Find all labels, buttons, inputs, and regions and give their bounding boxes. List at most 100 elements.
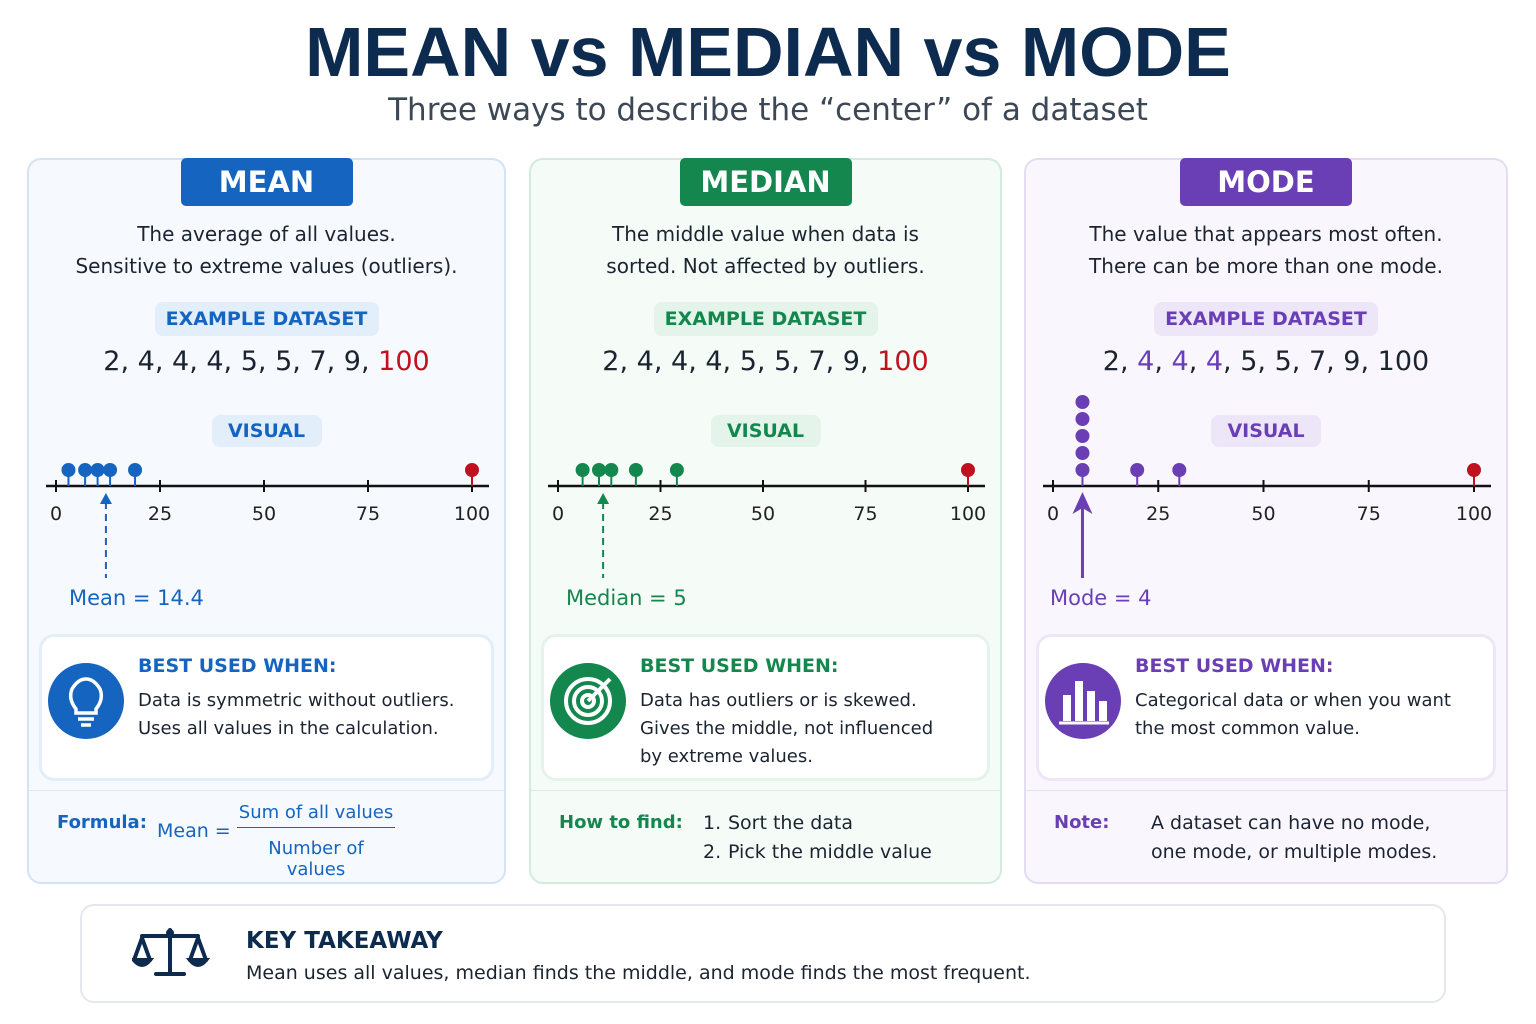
separator bbox=[531, 790, 1000, 791]
dataset: 24445579100 bbox=[29, 346, 504, 377]
description-line: The value that appears most often. bbox=[1089, 222, 1443, 246]
bar-icon bbox=[1063, 695, 1071, 721]
best-text-line: the most common value. bbox=[1135, 718, 1360, 739]
tick-label: 100 bbox=[454, 503, 490, 525]
footer-label: Note: bbox=[1054, 812, 1110, 833]
data-dot bbox=[103, 463, 118, 477]
best-icon bbox=[1045, 663, 1121, 739]
best-box: BEST USED WHEN: Categorical data or when … bbox=[1037, 635, 1495, 780]
subtitle: Three ways to describe the “center” of a… bbox=[388, 92, 1148, 128]
step-text: Pick the middle value bbox=[728, 841, 932, 863]
best-title: BEST USED WHEN: bbox=[1135, 655, 1334, 677]
dataset-value: 4 bbox=[637, 346, 671, 377]
dataset: 24445579100 bbox=[1026, 346, 1506, 377]
dataset-value: 2 bbox=[103, 346, 137, 377]
number-line: 0 25 50 75 100 bbox=[46, 463, 490, 578]
dataset-value: 4 bbox=[138, 346, 172, 377]
best-text-line: Data is symmetric without outliers. bbox=[138, 690, 455, 711]
tick-label: 0 bbox=[50, 503, 62, 525]
target-ring bbox=[572, 685, 604, 717]
data-dot bbox=[1130, 463, 1145, 477]
best-text-line: by extreme values. bbox=[640, 746, 813, 767]
best-text: Categorical data or when you want the mos… bbox=[1135, 687, 1451, 743]
panel-badge: MODE bbox=[1180, 158, 1352, 206]
data-dot bbox=[575, 463, 590, 477]
description: The middle value when data is sorted. Not… bbox=[531, 218, 1000, 282]
separator bbox=[29, 790, 504, 791]
dataset-value: 9 bbox=[1343, 346, 1377, 377]
dataset-value: 2 bbox=[602, 346, 636, 377]
marker-label: Median = 5 bbox=[566, 586, 687, 610]
step-text: Sort the data bbox=[728, 812, 854, 834]
best-box: BEST USED WHEN: Data is symmetric without… bbox=[40, 635, 493, 780]
dataset-value: 4 bbox=[206, 346, 240, 377]
bar-icon bbox=[1099, 701, 1107, 721]
tick-label: 0 bbox=[1047, 503, 1059, 525]
takeaway: KEY TAKEAWAY Mean uses all values, media… bbox=[80, 904, 1446, 1003]
description-line: The average of all values. bbox=[137, 222, 396, 246]
dataset-value: 4 bbox=[671, 346, 705, 377]
title: MEAN vs MEDIAN vs MODE bbox=[305, 13, 1231, 91]
data-dot bbox=[604, 463, 619, 477]
dataset-value: 4 bbox=[1137, 346, 1171, 377]
scale-icon bbox=[132, 928, 211, 976]
dataset-value: 7 bbox=[309, 346, 343, 377]
marker-arrowhead bbox=[597, 493, 610, 504]
data-dot bbox=[78, 463, 93, 477]
best-title: BEST USED WHEN: bbox=[640, 655, 839, 677]
panel-badge: MEDIAN bbox=[679, 158, 852, 206]
visual-label: VISUAL bbox=[211, 415, 322, 447]
best-title: BEST USED WHEN: bbox=[138, 655, 337, 677]
number-line: 0 25 50 75 100 bbox=[548, 463, 986, 578]
dataset-value: 5 bbox=[275, 346, 309, 377]
note-text: A dataset can have no mode, bbox=[1151, 812, 1431, 834]
best-box: BEST USED WHEN: Data has outliers or is s… bbox=[542, 635, 989, 780]
marker-label: Mean = 14.4 bbox=[69, 586, 204, 610]
formula-lhs: Mean = bbox=[157, 820, 231, 842]
best-icon bbox=[550, 663, 626, 739]
footer-label: Formula: bbox=[57, 812, 147, 833]
dataset-value: 7 bbox=[808, 346, 842, 377]
dataset: 24445579100 bbox=[531, 346, 1000, 377]
description: The average of all values. Sensitive to e… bbox=[29, 218, 504, 282]
icon-glyph bbox=[1059, 681, 1109, 725]
panel: MEDIAN The middle value when data is sorte… bbox=[529, 158, 1002, 884]
best-text-line: Uses all values in the calculation. bbox=[138, 718, 439, 739]
best-text: Data has outliers or is skewed. Gives the… bbox=[640, 687, 933, 771]
description-line: Sensitive to extreme values (outliers). bbox=[75, 254, 458, 278]
icon-circle bbox=[48, 663, 124, 739]
step-number: 2. bbox=[703, 841, 722, 863]
marker-arrowhead bbox=[1072, 492, 1093, 514]
dataset-value: 4 bbox=[172, 346, 206, 377]
data-dot bbox=[628, 463, 643, 477]
tick-label: 75 bbox=[356, 503, 380, 525]
dataset-value: 7 bbox=[1309, 346, 1343, 377]
dataset-value: 100 bbox=[877, 346, 929, 377]
tick-label: 100 bbox=[1456, 503, 1492, 525]
example-label: EXAMPLE DATASET bbox=[1154, 302, 1378, 336]
takeaway-title: KEY TAKEAWAY bbox=[246, 928, 443, 954]
dataset-value: 2 bbox=[1103, 346, 1137, 377]
dataset-value: 5 bbox=[1275, 346, 1309, 377]
formula-numerator: Sum of all values bbox=[237, 802, 395, 828]
tick-label: 75 bbox=[1357, 503, 1381, 525]
icon-glyph bbox=[564, 677, 612, 725]
tick-label: 50 bbox=[252, 503, 276, 525]
data-dot bbox=[128, 463, 143, 477]
visual-label: VISUAL bbox=[710, 415, 821, 447]
dataset-value: 9 bbox=[843, 346, 877, 377]
best-text: Data is symmetric without outliers. Uses … bbox=[138, 687, 455, 743]
panel-badge: MEAN bbox=[180, 158, 353, 206]
note-text: one mode, or multiple modes. bbox=[1151, 841, 1438, 863]
example-label: EXAMPLE DATASET bbox=[653, 302, 878, 336]
tick-label: 25 bbox=[1146, 503, 1170, 525]
tick-label: 0 bbox=[552, 503, 564, 525]
description-line: There can be more than one mode. bbox=[1089, 254, 1443, 278]
dataset-value: 9 bbox=[344, 346, 378, 377]
outlier-dot bbox=[961, 463, 975, 477]
data-dot bbox=[1075, 395, 1090, 409]
dataset-value: 5 bbox=[1240, 346, 1274, 377]
data-dot bbox=[90, 463, 105, 477]
tick-label: 25 bbox=[148, 503, 172, 525]
data-dot bbox=[1075, 446, 1090, 460]
